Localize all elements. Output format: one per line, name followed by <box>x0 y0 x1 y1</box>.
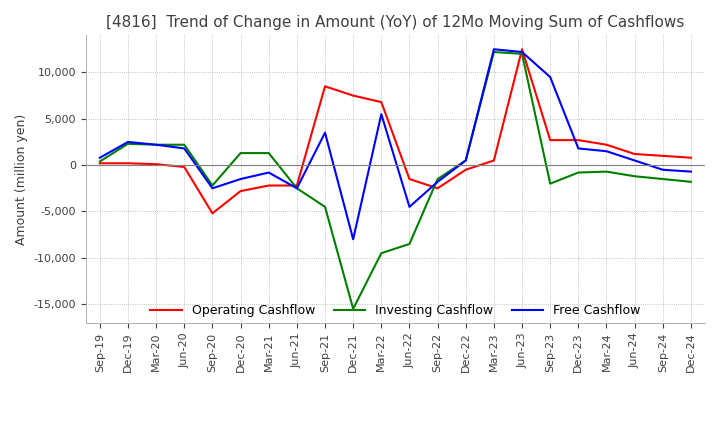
Operating Cashflow <box>96 161 104 166</box>
Y-axis label: Amount (million yen): Amount (million yen) <box>15 114 28 245</box>
Operating Cashflow <box>462 167 470 172</box>
Operating Cashflow <box>630 151 639 157</box>
Operating Cashflow <box>659 153 667 158</box>
Operating Cashflow <box>236 188 245 194</box>
Free Cashflow <box>462 158 470 163</box>
Free Cashflow <box>490 47 498 52</box>
Operating Cashflow <box>602 142 611 147</box>
Free Cashflow <box>405 204 414 209</box>
Investing Cashflow <box>574 170 582 175</box>
Free Cashflow <box>236 176 245 182</box>
Investing Cashflow <box>659 176 667 182</box>
Investing Cashflow <box>292 186 301 191</box>
Operating Cashflow <box>490 158 498 163</box>
Operating Cashflow <box>264 183 273 188</box>
Operating Cashflow <box>546 137 554 143</box>
Operating Cashflow <box>574 137 582 143</box>
Free Cashflow <box>574 146 582 151</box>
Investing Cashflow <box>490 49 498 55</box>
Investing Cashflow <box>546 181 554 186</box>
Line: Free Cashflow: Free Cashflow <box>100 49 691 239</box>
Free Cashflow <box>546 74 554 80</box>
Operating Cashflow <box>377 99 386 105</box>
Investing Cashflow <box>180 142 189 147</box>
Operating Cashflow <box>292 183 301 188</box>
Free Cashflow <box>349 237 358 242</box>
Investing Cashflow <box>236 150 245 156</box>
Operating Cashflow <box>320 84 329 89</box>
Investing Cashflow <box>152 142 161 147</box>
Free Cashflow <box>602 149 611 154</box>
Investing Cashflow <box>687 179 696 184</box>
Free Cashflow <box>96 155 104 160</box>
Line: Operating Cashflow: Operating Cashflow <box>100 49 691 213</box>
Legend: Operating Cashflow, Investing Cashflow, Free Cashflow: Operating Cashflow, Investing Cashflow, … <box>145 299 645 322</box>
Operating Cashflow <box>405 176 414 182</box>
Operating Cashflow <box>180 164 189 169</box>
Line: Investing Cashflow: Investing Cashflow <box>100 52 691 309</box>
Investing Cashflow <box>264 150 273 156</box>
Free Cashflow <box>518 49 526 55</box>
Investing Cashflow <box>433 176 442 182</box>
Investing Cashflow <box>518 51 526 56</box>
Investing Cashflow <box>124 141 132 147</box>
Operating Cashflow <box>687 155 696 160</box>
Free Cashflow <box>659 167 667 172</box>
Title: [4816]  Trend of Change in Amount (YoY) of 12Mo Moving Sum of Cashflows: [4816] Trend of Change in Amount (YoY) o… <box>107 15 685 30</box>
Investing Cashflow <box>208 183 217 188</box>
Investing Cashflow <box>602 169 611 174</box>
Free Cashflow <box>208 186 217 191</box>
Investing Cashflow <box>405 241 414 246</box>
Investing Cashflow <box>462 158 470 163</box>
Operating Cashflow <box>433 186 442 191</box>
Investing Cashflow <box>377 250 386 256</box>
Free Cashflow <box>320 130 329 136</box>
Free Cashflow <box>292 186 301 191</box>
Free Cashflow <box>264 170 273 175</box>
Operating Cashflow <box>208 211 217 216</box>
Investing Cashflow <box>349 306 358 312</box>
Operating Cashflow <box>152 161 161 167</box>
Free Cashflow <box>180 146 189 151</box>
Operating Cashflow <box>124 161 132 166</box>
Free Cashflow <box>124 139 132 145</box>
Investing Cashflow <box>320 204 329 209</box>
Free Cashflow <box>377 111 386 117</box>
Free Cashflow <box>687 169 696 174</box>
Operating Cashflow <box>349 93 358 98</box>
Investing Cashflow <box>96 159 104 164</box>
Free Cashflow <box>152 142 161 147</box>
Operating Cashflow <box>518 47 526 52</box>
Investing Cashflow <box>630 174 639 179</box>
Free Cashflow <box>630 158 639 163</box>
Free Cashflow <box>433 179 442 184</box>
